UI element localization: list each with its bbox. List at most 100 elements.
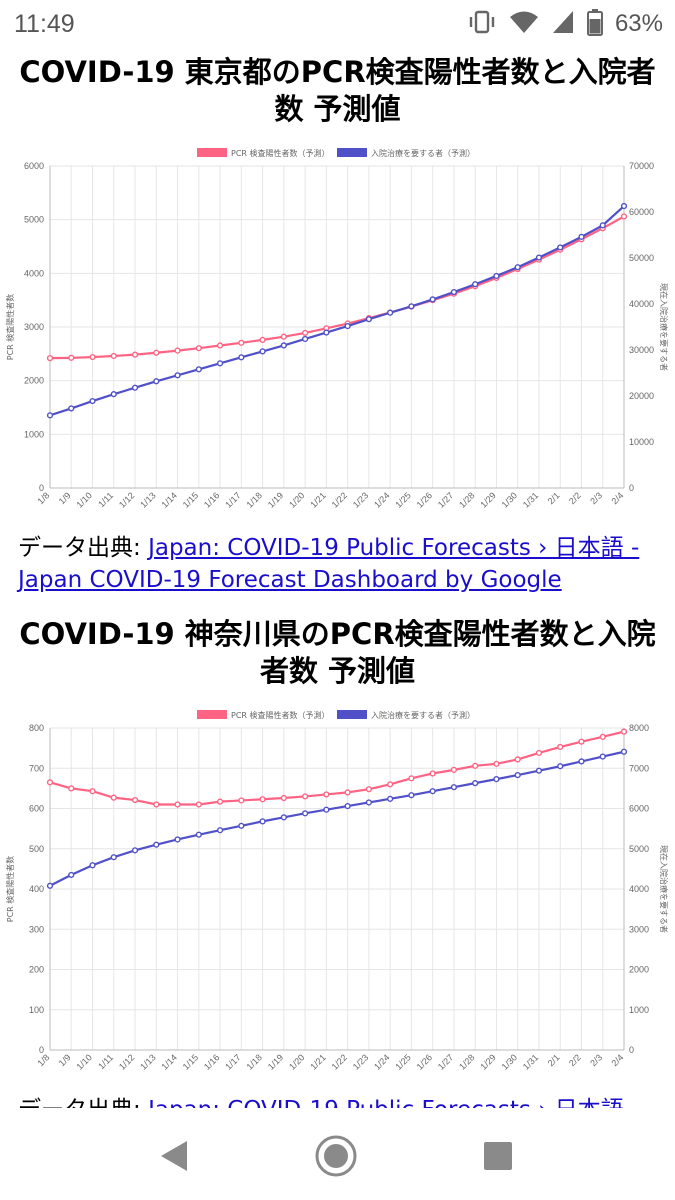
kanagawa-chart-title: COVID-19 神奈川県のPCR検査陽性者数と入院者数 予測値 bbox=[19, 617, 656, 688]
kanagawa-series-0-point bbox=[68, 785, 75, 792]
tokyo-series-line-1 bbox=[49, 205, 625, 417]
kanagawa-y2tick-label: 6000 bbox=[629, 804, 649, 814]
tokyo-series-1-point bbox=[89, 397, 96, 405]
back-icon[interactable] bbox=[152, 1134, 196, 1178]
kanagawa-xtick-label: 1/14 bbox=[160, 1052, 179, 1071]
tokyo-y2tick-label: 60000 bbox=[629, 207, 654, 217]
kanagawa-xtick-label: 1/10 bbox=[74, 1052, 93, 1071]
kanagawa-xtick-label: 1/29 bbox=[478, 1052, 497, 1071]
tokyo-series-1-point bbox=[153, 378, 160, 385]
kanagawa-series-1-point bbox=[46, 882, 54, 889]
kanagawa-series-0-point bbox=[153, 801, 160, 808]
tokyo-series-0-point bbox=[620, 213, 628, 220]
tokyo-xtick-label: 1/16 bbox=[202, 490, 221, 509]
kanagawa-series-0-point bbox=[472, 762, 479, 769]
tokyo-series-1-point bbox=[408, 303, 415, 310]
kanagawa-series-0-point bbox=[302, 793, 309, 800]
tokyo-series-0-point bbox=[153, 349, 160, 356]
kanagawa-y2tick-label: 4000 bbox=[629, 884, 649, 894]
kanagawa-xtick-label: 1/8 bbox=[35, 1052, 51, 1068]
tokyo-series-1-point bbox=[493, 272, 500, 280]
tokyo-y2label: 現在入院治療を要する者 bbox=[659, 283, 669, 371]
tokyo-series-1-point bbox=[450, 288, 458, 296]
kanagawa-series-1-point bbox=[110, 854, 117, 861]
kanagawa-xtick-label: 1/28 bbox=[457, 1052, 476, 1071]
tokyo-series-1-point bbox=[302, 335, 309, 343]
tokyo-y2tick-label: 50000 bbox=[629, 253, 654, 263]
kanagawa-series-1-point bbox=[216, 827, 224, 834]
kanagawa-series-0-point bbox=[578, 738, 585, 745]
tokyo-source-prefix: データ出典: bbox=[18, 535, 149, 561]
tokyo-xtick-label: 1/24 bbox=[372, 490, 391, 509]
kanagawa-y2tick-label: 8000 bbox=[629, 723, 649, 733]
kanagawa-xtick-label: 1/25 bbox=[393, 1052, 412, 1071]
kanagawa-xtick-label: 2/2 bbox=[567, 1052, 583, 1068]
kanagawa-ytick-label: 600 bbox=[29, 804, 44, 814]
kanagawa-xtick-label: 1/31 bbox=[521, 1052, 540, 1071]
kanagawa-series-line-0 bbox=[49, 730, 625, 806]
tokyo-series-1-point bbox=[238, 354, 245, 361]
kanagawa-series-0-point bbox=[238, 797, 245, 804]
tokyo-y2tick-label: 20000 bbox=[629, 391, 654, 401]
kanagawa-series-0-point bbox=[110, 794, 117, 801]
tokyo-y2tick-label: 30000 bbox=[629, 345, 654, 355]
kanagawa-series-0-point bbox=[195, 801, 202, 808]
kanagawa-ylabel: PCR 検査陽性者数 bbox=[5, 856, 15, 923]
kanagawa-xtick-label: 1/13 bbox=[138, 1052, 157, 1071]
kanagawa-xtick-label: 2/3 bbox=[588, 1052, 604, 1068]
kanagawa-series-1-point bbox=[578, 758, 585, 765]
kanagawa-series-0-point bbox=[323, 791, 330, 798]
tokyo-ytick-label: 4000 bbox=[24, 268, 44, 278]
kanagawa-xtick-label: 1/20 bbox=[287, 1052, 306, 1071]
tokyo-xtick-label: 1/12 bbox=[117, 490, 136, 509]
kanagawa-y2tick-label: 0 bbox=[629, 1045, 634, 1055]
kanagawa-series-1-point bbox=[174, 836, 181, 843]
home-icon[interactable] bbox=[314, 1134, 358, 1178]
tokyo-legend-label-1: 入院治療を要する者（予測） bbox=[371, 148, 475, 158]
tokyo-series-1-point bbox=[535, 254, 543, 261]
kanagawa-series-1-point bbox=[280, 814, 287, 821]
tokyo-xtick-label: 1/10 bbox=[74, 490, 93, 509]
kanagawa-xtick-label: 1/18 bbox=[245, 1052, 264, 1071]
tokyo-series-1-point bbox=[344, 322, 351, 330]
recents-icon[interactable] bbox=[476, 1134, 520, 1178]
tokyo-xtick-label: 1/14 bbox=[160, 490, 179, 509]
kanagawa-series-0-point bbox=[46, 779, 54, 786]
kanagawa-source-link[interactable]: Japan: COVID-19 Public Forecasts › 日本語 -… bbox=[18, 1097, 639, 1108]
tokyo-legend-swatch-1 bbox=[337, 148, 367, 157]
tokyo-series-1-point bbox=[429, 296, 436, 303]
kanagawa-series-0-point bbox=[429, 770, 436, 777]
tokyo-series-0-point bbox=[174, 347, 181, 354]
tokyo-source-link[interactable]: Japan: COVID-19 Public Forecasts › 日本語 -… bbox=[18, 535, 640, 593]
kanagawa-xtick-label: 1/16 bbox=[202, 1052, 221, 1071]
tokyo-ytick-label: 2000 bbox=[24, 376, 44, 386]
tokyo-y2tick-label: 0 bbox=[629, 483, 634, 493]
tokyo-series-line-0 bbox=[49, 215, 625, 360]
kanagawa-xtick-label: 1/24 bbox=[372, 1052, 391, 1071]
tokyo-xtick-label: 2/1 bbox=[546, 490, 562, 506]
kanagawa-series-1-point bbox=[344, 802, 351, 810]
kanagawa-xtick-label: 1/19 bbox=[266, 1052, 285, 1071]
kanagawa-series-1-point bbox=[450, 784, 458, 791]
tokyo-series-1-point bbox=[557, 244, 564, 251]
kanagawa-y2tick-label: 2000 bbox=[629, 965, 649, 975]
kanagawa-series-1-point bbox=[472, 780, 479, 787]
kanagawa-series-1-point bbox=[302, 810, 309, 817]
tokyo-series-0-point bbox=[280, 333, 287, 340]
tokyo-y2tick-label: 10000 bbox=[629, 437, 654, 447]
cell-signal-icon bbox=[551, 9, 575, 39]
tokyo-series-1-point bbox=[365, 316, 372, 323]
status-icons: 63% bbox=[467, 8, 663, 40]
tokyo-series-1-point bbox=[578, 233, 585, 240]
kanagawa-series-0-point bbox=[174, 801, 181, 808]
kanagawa-source: データ出典: Japan: COVID-19 Public Forecasts … bbox=[0, 1094, 675, 1108]
tokyo-xtick-label: 1/15 bbox=[181, 490, 200, 509]
kanagawa-series-0-point bbox=[493, 760, 500, 767]
kanagawa-xtick-label: 2/1 bbox=[546, 1052, 562, 1068]
kanagawa-ytick-label: 700 bbox=[29, 763, 44, 773]
tokyo-ytick-label: 5000 bbox=[24, 215, 44, 225]
tokyo-ylabel: PCR 検査陽性者数 bbox=[5, 294, 15, 361]
kanagawa-series-1-point bbox=[493, 776, 500, 783]
tokyo-xtick-label: 1/31 bbox=[521, 490, 540, 509]
kanagawa-series-1-point bbox=[599, 753, 606, 760]
